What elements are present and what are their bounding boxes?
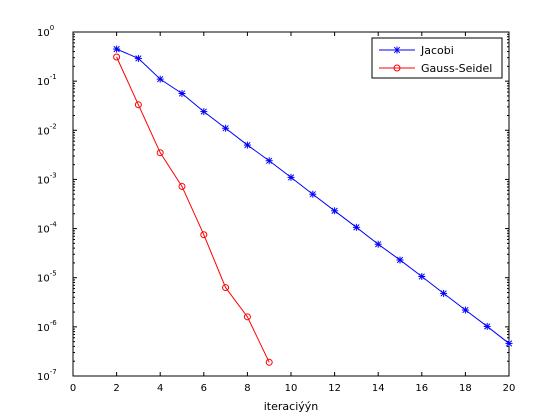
data-point-jacobi — [287, 173, 295, 181]
x-tick-label: 20 — [503, 383, 516, 394]
data-point-gauss-seidel — [222, 284, 230, 292]
data-point-gauss-seidel — [134, 101, 142, 109]
y-tick-label: 10-1 — [37, 73, 57, 88]
marker-stroke — [309, 191, 316, 198]
series-layer — [113, 45, 513, 366]
y-tick-label: 100 — [37, 24, 54, 39]
data-point-jacobi — [178, 90, 186, 98]
marker-stroke — [393, 46, 401, 54]
marker-stroke — [462, 306, 469, 314]
marker-stroke — [113, 45, 120, 53]
data-point-jacobi — [352, 223, 360, 231]
series-line-gauss-seidel — [116, 56, 270, 363]
y-tick-label: 10-2 — [37, 122, 57, 137]
marker-stroke — [353, 224, 360, 231]
x-tick-label: 14 — [372, 383, 385, 394]
x-axis-label: iteraciýýn — [264, 400, 319, 413]
data-point-jacobi — [134, 54, 142, 62]
data-point-jacobi — [113, 45, 121, 53]
x-tick-label: 2 — [113, 383, 119, 394]
legend-label: Jacobi — [420, 44, 454, 57]
data-point-jacobi — [309, 190, 317, 198]
marker-stroke — [222, 125, 229, 132]
marker-stroke — [396, 256, 404, 264]
x-tick-label: 10 — [285, 383, 298, 394]
marker-stroke — [135, 55, 142, 62]
data-point-gauss-seidel — [113, 53, 121, 61]
legend-entry-jacobi: Jacobi — [379, 44, 454, 57]
series-jacobi — [113, 45, 513, 347]
y-tick-labels: 100 10-1 10-2 10-3 10-4 10-5 10-6 10-7 — [37, 24, 57, 383]
marker-stroke — [178, 90, 186, 97]
data-point-jacobi — [243, 141, 251, 149]
y-tick-label: 10-5 — [37, 270, 57, 285]
legend-marker — [393, 46, 401, 54]
data-point-jacobi — [222, 124, 230, 132]
x-tick-label: 18 — [459, 383, 472, 394]
data-point-gauss-seidel — [200, 231, 208, 239]
y-tick-label: 10-4 — [37, 221, 57, 236]
marker-stroke — [505, 340, 513, 347]
data-point-gauss-seidel — [156, 149, 164, 157]
x-tick-label: 0 — [70, 383, 76, 394]
data-point-gauss-seidel — [265, 358, 273, 366]
data-point-jacobi — [200, 108, 208, 116]
marker-stroke — [484, 323, 491, 330]
x-tick-labels: 0 2 4 6 8 10 12 14 16 18 20 — [70, 383, 516, 394]
data-point-jacobi — [505, 339, 513, 347]
legend: Jacobi Gauss-Seidel — [371, 37, 503, 79]
marker-stroke — [375, 241, 382, 248]
data-point-jacobi — [374, 240, 382, 248]
marker-stroke — [440, 290, 447, 297]
y-tick-label: 10-3 — [37, 171, 57, 186]
legend-box — [371, 37, 503, 79]
data-point-jacobi — [440, 289, 448, 297]
data-point-jacobi — [265, 157, 273, 165]
data-point-jacobi — [483, 322, 491, 330]
y-tick-label: 10-7 — [37, 368, 57, 383]
x-tick-label: 6 — [201, 383, 207, 394]
y-tick-label: 10-6 — [37, 319, 57, 334]
marker-stroke — [418, 273, 425, 280]
data-point-jacobi — [461, 306, 469, 314]
data-point-jacobi — [418, 272, 426, 280]
axis-ticks — [72, 31, 510, 377]
data-point-gauss-seidel — [178, 182, 186, 190]
x-tick-label: 8 — [244, 383, 250, 394]
marker-stroke — [266, 157, 273, 164]
legend-marker — [393, 64, 401, 72]
x-tick-label: 4 — [157, 383, 163, 394]
marker-stroke — [287, 174, 295, 181]
data-point-jacobi — [396, 256, 404, 264]
marker-stroke — [157, 75, 164, 83]
x-tick-label: 12 — [328, 383, 341, 394]
marker-stroke — [244, 141, 251, 149]
marker-stroke — [200, 108, 207, 115]
series-gauss-seidel — [113, 53, 273, 366]
data-point-jacobi — [331, 207, 339, 215]
data-point-gauss-seidel — [243, 313, 251, 321]
data-point-jacobi — [156, 75, 164, 83]
x-tick-label: 16 — [415, 383, 428, 394]
marker-stroke — [331, 207, 338, 214]
legend-entry-gauss-seidel: Gauss-Seidel — [379, 62, 492, 75]
plot-area — [72, 31, 510, 377]
legend-label: Gauss-Seidel — [421, 62, 492, 75]
